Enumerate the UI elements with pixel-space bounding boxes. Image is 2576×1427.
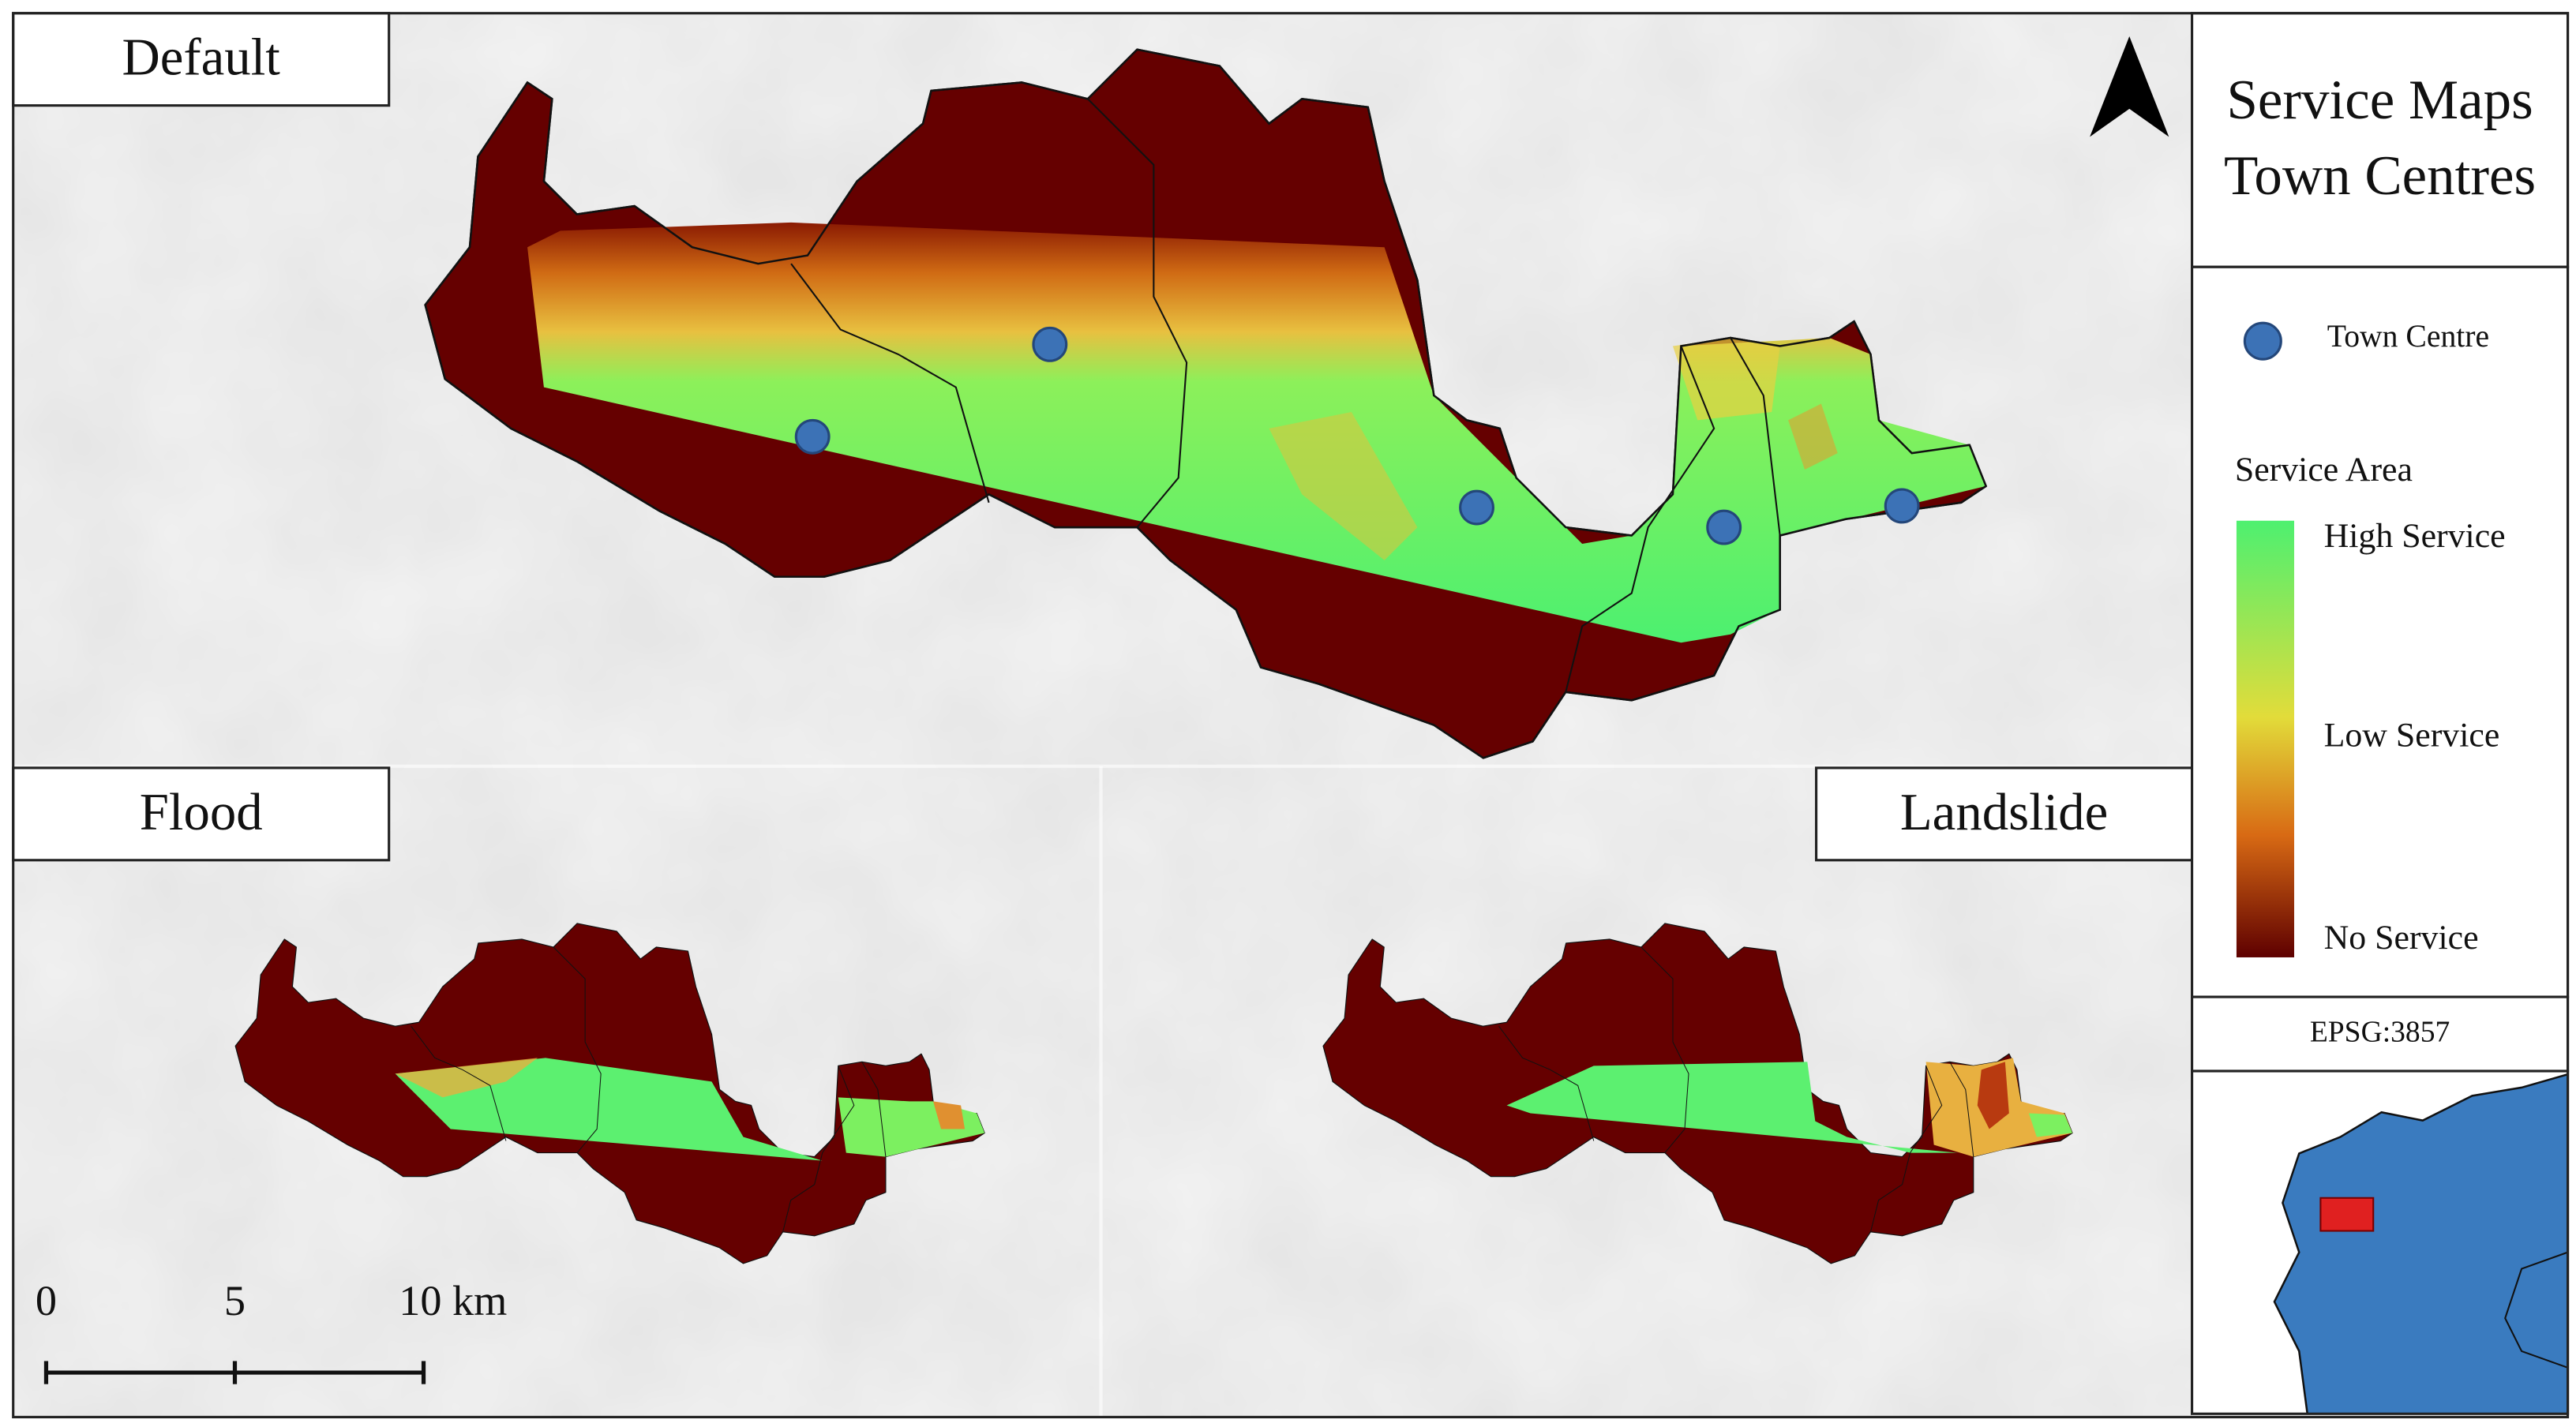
legend-label: Town Centre [2327,319,2489,354]
service-patch [1788,403,1838,470]
service-surface [2028,1113,2073,1137]
inset-map [2191,1069,2570,1415]
color-ramp [2236,520,2295,957]
figure-frame [12,12,2570,1418]
service-patch [1269,411,1418,560]
legend-title: Service Maps [2226,69,2533,131]
panel-title: Flood [140,783,263,841]
town-centre [1459,489,1494,526]
panel-title: Landslide [1900,783,2108,841]
ramp-label: No Service [2324,919,2479,957]
crs-box [2191,995,2570,1073]
region-boundary [2504,1251,2568,1369]
town-centre [794,418,831,455]
legend-symbol [2243,321,2282,361]
legend-title: Town Centres [2224,145,2536,207]
town-centre [1032,326,1068,362]
town-centre [1884,488,1920,524]
study-extent [2319,1197,2375,1232]
landslide-map [1322,923,2073,1264]
legend-title-box [2191,12,2570,268]
service-surface [1506,1062,1958,1153]
scale-label: 10 km [399,1277,507,1324]
service-patch [395,1058,538,1098]
region [2273,1073,2569,1415]
service-patch [1672,338,1780,421]
service-patch [1977,1062,2009,1129]
scale-label: 5 [224,1277,246,1324]
service-patch [933,1101,966,1129]
service-surface [527,222,1986,643]
town-centre [1706,509,1742,545]
scale-label: 0 [36,1277,57,1324]
scale-bar: 0 5 10 km [36,1277,507,1384]
north-arrow [2090,36,2169,137]
crs-label: EPSG:3857 [2310,1017,2450,1049]
ramp-label: Low Service [2324,716,2500,754]
panel-title-box [1815,766,2194,862]
legend-subtitle: Service Area [2235,451,2413,489]
default-map [424,48,1987,759]
service-surface [395,1058,823,1161]
panel-title-box [12,766,391,862]
ramp-label: High Service [2324,517,2506,555]
panel-title: Default [122,28,281,87]
flood-map [234,923,985,1264]
